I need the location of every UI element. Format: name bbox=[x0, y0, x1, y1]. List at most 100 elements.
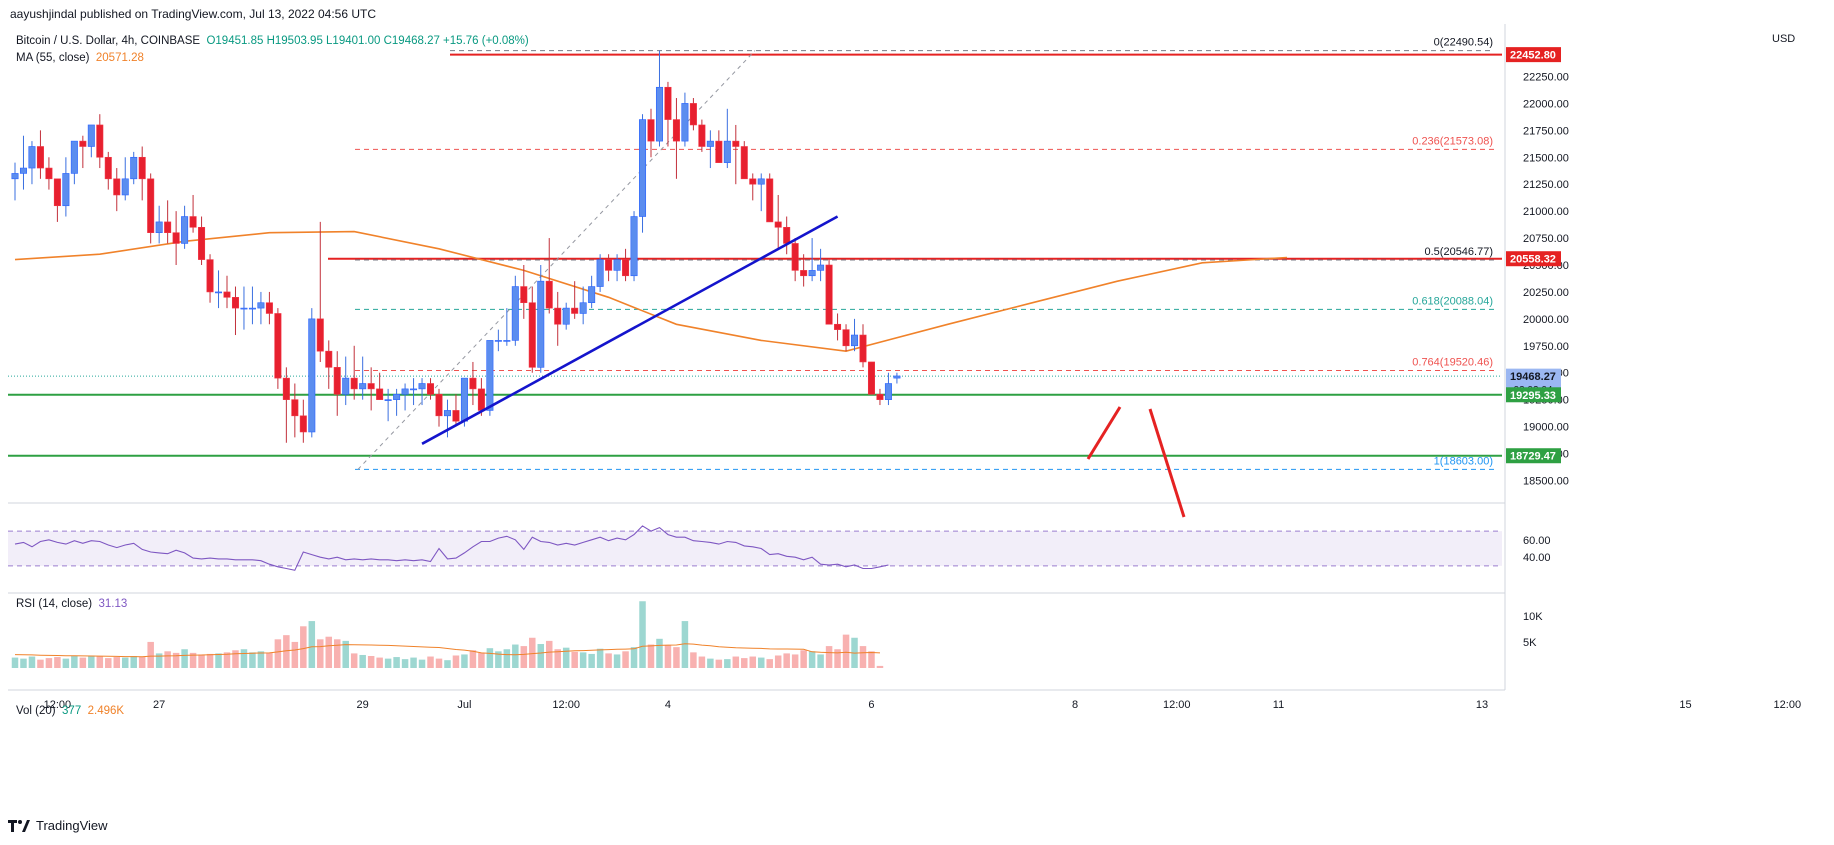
volume-bar bbox=[622, 651, 629, 668]
projection-down-stroke bbox=[1148, 408, 1186, 518]
y-tick-label: 20000.00 bbox=[1523, 314, 1569, 326]
ascending-trendline bbox=[421, 215, 839, 445]
candle-body bbox=[893, 375, 901, 379]
volume-bar bbox=[54, 657, 61, 668]
candle-body bbox=[435, 393, 443, 417]
ma-label: MA (55, close) bbox=[16, 52, 90, 64]
candle-body bbox=[766, 178, 774, 223]
volume-bar bbox=[317, 639, 324, 668]
volume-bar bbox=[71, 656, 78, 668]
symbol-name: Bitcoin / U.S. Dollar, 4h, COINBASE bbox=[16, 35, 201, 47]
volume-bar bbox=[588, 653, 595, 668]
volume-bar bbox=[215, 653, 222, 668]
candle-body bbox=[189, 216, 197, 228]
candle-body bbox=[723, 140, 731, 163]
volume-bar bbox=[181, 649, 188, 668]
ma-55-line bbox=[14, 230, 1288, 353]
candle-body bbox=[842, 329, 850, 347]
candle-body bbox=[698, 124, 706, 147]
fib-label: 1(18603.00) bbox=[1434, 455, 1493, 467]
candle-body bbox=[231, 297, 239, 309]
volume-bar bbox=[783, 653, 790, 668]
candle-body bbox=[630, 216, 638, 277]
candle-body bbox=[384, 399, 392, 401]
vol-label: Vol (20) bbox=[16, 705, 56, 717]
fib-label: 0.5(20546.77) bbox=[1425, 246, 1494, 258]
horizontal-levels bbox=[8, 53, 1502, 457]
candle-body bbox=[325, 350, 333, 368]
volume-bar bbox=[495, 651, 502, 668]
currency-label: USD bbox=[1772, 33, 1796, 45]
candle-body bbox=[257, 302, 265, 309]
volume-bar bbox=[308, 621, 316, 668]
volume-bar bbox=[384, 658, 392, 668]
candle-body bbox=[70, 140, 78, 174]
candle-body bbox=[834, 323, 842, 330]
candle-body bbox=[605, 259, 613, 271]
volume-bar bbox=[401, 659, 409, 668]
candle-body bbox=[62, 173, 70, 207]
candle-body bbox=[757, 178, 765, 185]
y-tick-label: 20250.00 bbox=[1523, 287, 1569, 299]
candle-body bbox=[647, 119, 655, 142]
candle-body bbox=[706, 140, 714, 147]
volume-bar bbox=[800, 650, 807, 668]
candle-body bbox=[401, 388, 409, 395]
volume-bar bbox=[350, 653, 358, 668]
candle-body bbox=[79, 140, 87, 147]
moving-average bbox=[14, 230, 1288, 353]
volume-bar bbox=[155, 653, 163, 668]
drawings bbox=[421, 215, 1186, 518]
candle-body bbox=[45, 167, 53, 180]
volume-tick-label: 10K bbox=[1523, 611, 1543, 623]
candle-body bbox=[579, 302, 587, 314]
candle-body bbox=[36, 146, 44, 169]
x-tick-label: 8 bbox=[1072, 699, 1078, 711]
fib-diagonal bbox=[357, 50, 756, 470]
volume-bar bbox=[715, 659, 723, 668]
volume-bar bbox=[20, 658, 27, 668]
candle-body bbox=[469, 377, 477, 390]
candle-body bbox=[291, 399, 299, 417]
candle-body bbox=[503, 340, 511, 342]
volume-bar bbox=[545, 640, 553, 668]
candle-body bbox=[876, 393, 884, 400]
volume-bar bbox=[333, 639, 341, 668]
candle-body bbox=[715, 140, 723, 163]
candle-body bbox=[113, 178, 121, 196]
candle-body bbox=[53, 178, 61, 207]
candle-body bbox=[206, 259, 214, 293]
candle-body bbox=[19, 167, 27, 174]
volume-bar bbox=[537, 644, 545, 668]
candle-body bbox=[452, 410, 460, 422]
volume-bar bbox=[512, 644, 519, 668]
candle-body bbox=[613, 259, 621, 271]
rsi-tick-label: 60.00 bbox=[1523, 535, 1551, 547]
candle-body bbox=[316, 318, 324, 352]
candle-body bbox=[308, 318, 316, 433]
volume-bar bbox=[249, 652, 256, 668]
candle-body bbox=[732, 140, 740, 147]
volume-bar bbox=[359, 654, 366, 668]
candle-body bbox=[87, 124, 95, 147]
volume-bar bbox=[121, 657, 129, 668]
volume-bar bbox=[766, 659, 773, 668]
ma-legend: MA (55, close) 20571.28 bbox=[16, 52, 144, 64]
volume-bar bbox=[105, 658, 112, 668]
candle-body bbox=[817, 264, 825, 271]
volume-bar bbox=[266, 652, 273, 668]
volume-bar bbox=[605, 653, 612, 668]
candle-body bbox=[342, 377, 350, 395]
footer-brand[interactable]: TradingView bbox=[8, 818, 108, 833]
volume-bar bbox=[223, 652, 231, 668]
volume-bar bbox=[817, 654, 824, 668]
volume-bar bbox=[461, 654, 468, 668]
candle-body bbox=[800, 270, 808, 277]
candle-body bbox=[410, 388, 418, 391]
volume-bar bbox=[452, 655, 460, 668]
volume-bar bbox=[37, 659, 44, 668]
candle-body bbox=[477, 388, 485, 411]
candle-body bbox=[562, 307, 570, 325]
support-1-tag-text: 19295.33 bbox=[1510, 390, 1556, 402]
